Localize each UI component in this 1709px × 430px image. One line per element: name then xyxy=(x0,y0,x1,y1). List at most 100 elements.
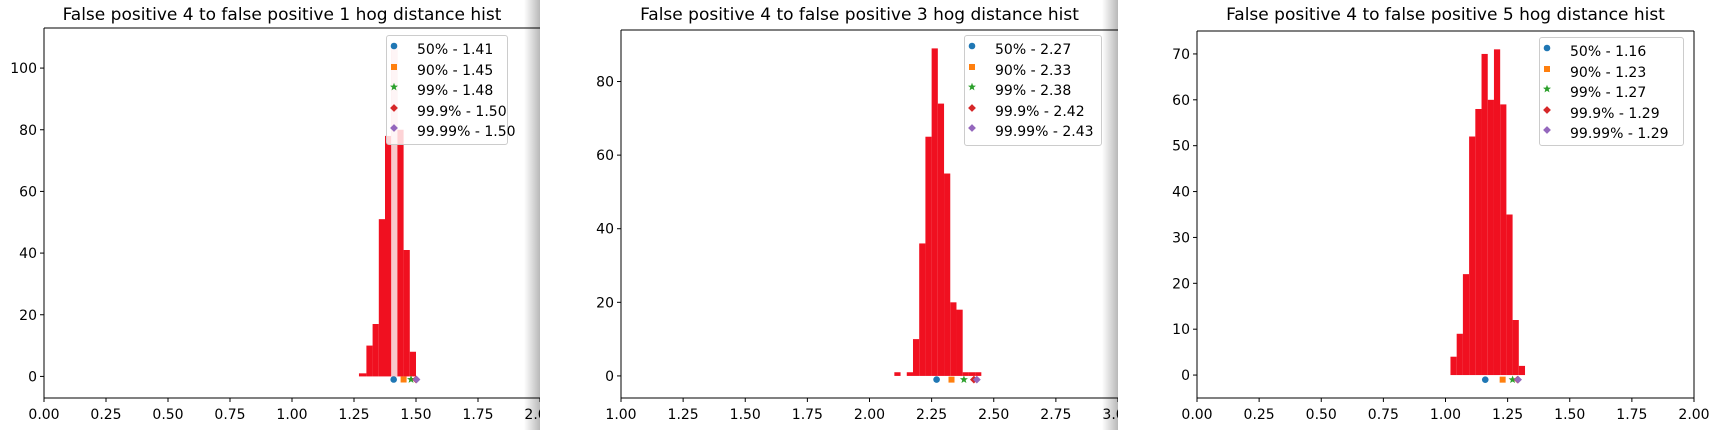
legend-entry: 99% - 1.48 xyxy=(387,81,507,101)
legend-entry: 50% - 2.27 xyxy=(965,40,1101,60)
percentile-marker xyxy=(959,375,968,383)
percentile-marker xyxy=(933,376,940,383)
x-tick-label: 1.00 xyxy=(605,407,636,423)
histogram-bar xyxy=(358,373,367,377)
percentile-marker xyxy=(1508,375,1517,384)
legend-entry: 90% - 1.23 xyxy=(1540,63,1683,83)
x-tick-label: 1.75 xyxy=(462,407,493,423)
histogram-bar xyxy=(1500,104,1507,376)
legend-marker-icon xyxy=(1543,84,1551,93)
x-tick-label: 2.25 xyxy=(916,407,947,423)
legend-label: 99.9% - 1.50 xyxy=(417,103,507,120)
legend-label: 99.99% - 1.50 xyxy=(417,124,516,140)
legend-label: 99% - 1.27 xyxy=(1570,85,1647,101)
legend-entry: 99% - 1.27 xyxy=(1540,83,1683,103)
x-tick-label: 1.75 xyxy=(792,407,823,423)
legend-marker-icon xyxy=(390,103,398,112)
x-tick-label: 2.50 xyxy=(978,407,1009,423)
x-tick-label: 0.75 xyxy=(1368,407,1399,423)
histogram-bar xyxy=(378,219,385,377)
legend-marker-icon xyxy=(390,82,398,91)
legend-marker-icon xyxy=(390,124,398,132)
x-tick-label: 0.50 xyxy=(152,407,183,423)
legend-label: 99.99% - 2.43 xyxy=(995,124,1094,140)
x-tick-label: 0.25 xyxy=(1244,407,1275,423)
histogram-bar xyxy=(366,345,373,377)
histogram-bar xyxy=(397,129,404,377)
chart-title: False positive 4 to false positive 5 hog… xyxy=(1226,5,1665,25)
histogram-bar xyxy=(962,372,969,376)
legend-entry: 99.9% - 2.42 xyxy=(965,102,1101,122)
legend-entry: 99% - 2.38 xyxy=(965,81,1101,101)
y-tick-label: 60 xyxy=(1172,93,1190,109)
legend-entry: 99.99% - 1.29 xyxy=(1540,124,1683,144)
y-tick-label: 30 xyxy=(1172,230,1190,246)
y-tick-label: 40 xyxy=(19,246,37,262)
histogram-bar xyxy=(894,372,901,376)
y-tick-label: 100 xyxy=(10,61,37,77)
legend-marker xyxy=(390,103,398,112)
histogram-bar xyxy=(385,135,392,377)
legend: 50% - 1.41 90% - 1.45 99% - 1.48 99.9% - 1.… xyxy=(386,35,516,145)
histogram-bar xyxy=(1487,99,1494,376)
histogram-bar xyxy=(975,372,982,376)
legend-entry: 99.99% - 2.43 xyxy=(965,122,1101,142)
percentile-marker xyxy=(400,376,407,383)
legend-marker xyxy=(1543,44,1551,52)
x-tick-label: 1.00 xyxy=(1430,407,1461,423)
x-tick-label: 1.25 xyxy=(668,407,699,423)
legend-marker xyxy=(391,63,397,70)
x-tick-label: 2.00 xyxy=(854,407,885,423)
legend-label: 99.9% - 1.29 xyxy=(1570,105,1660,122)
legend-label: 50% - 1.41 xyxy=(417,42,494,58)
chart-1: False positive 4 to false positive 1 hog… xyxy=(10,5,540,423)
histogram-bar xyxy=(1450,356,1457,376)
legend-marker-icon xyxy=(1544,65,1550,72)
histogram-bar xyxy=(906,372,913,376)
legend-entry: 90% - 2.33 xyxy=(965,61,1101,81)
legend-label: 99% - 2.38 xyxy=(995,83,1072,99)
percentile-marker xyxy=(972,375,981,384)
histogram-bar xyxy=(931,48,938,376)
legend-entry: 99.9% - 1.29 xyxy=(1540,104,1683,124)
legend: 50% - 1.16 90% - 1.23 99% - 1.27 99.9% - 1.… xyxy=(1539,37,1684,146)
percentile-marker xyxy=(948,376,955,383)
histogram-bar xyxy=(956,309,963,376)
x-tick-label: 0.75 xyxy=(214,407,245,423)
y-tick-label: 20 xyxy=(596,295,614,311)
chart-panel-1: False positive 4 to false positive 1 hog… xyxy=(0,0,540,430)
y-tick-label: 60 xyxy=(19,184,37,200)
histogram-bar xyxy=(1481,53,1488,376)
percentile-marker xyxy=(1481,376,1489,383)
histogram-bar xyxy=(409,351,416,377)
histogram-bar xyxy=(372,324,379,377)
legend-marker xyxy=(1543,126,1551,134)
legend-label: 50% - 2.27 xyxy=(995,42,1072,58)
legend-marker-icon xyxy=(391,63,397,70)
legend-entry: 99.9% - 1.50 xyxy=(387,102,507,122)
x-tick-label: 1.50 xyxy=(1554,407,1585,423)
x-tick-label: 0.50 xyxy=(1306,407,1337,423)
chart-panel-2: False positive 4 to false positive 3 hog… xyxy=(540,0,1118,430)
histogram-bar xyxy=(944,173,951,376)
y-tick-label: 20 xyxy=(19,308,37,324)
legend-marker xyxy=(390,42,398,50)
y-tick-label: 80 xyxy=(19,123,37,139)
histogram-bar xyxy=(968,372,976,376)
legend-marker-icon xyxy=(968,82,976,91)
legend-label: 99.9% - 2.42 xyxy=(995,103,1085,120)
histogram-bar-highlight xyxy=(391,43,398,377)
legend-marker xyxy=(969,63,975,70)
legend-marker xyxy=(390,124,398,132)
histogram-bar xyxy=(1462,274,1470,376)
y-tick-label: 10 xyxy=(1172,322,1190,338)
legend-marker xyxy=(1544,65,1550,72)
legend-marker-icon xyxy=(968,103,976,112)
legend-marker-icon xyxy=(969,63,975,70)
x-tick-label: 0.25 xyxy=(90,407,121,423)
chart-2: False positive 4 to false positive 3 hog… xyxy=(596,5,1118,423)
chart-panel-3: False positive 4 to false positive 5 hog… xyxy=(1118,0,1709,430)
percentile-marker xyxy=(407,375,416,383)
legend-marker-icon xyxy=(1543,44,1551,52)
legend-label: 90% - 1.45 xyxy=(417,62,494,79)
